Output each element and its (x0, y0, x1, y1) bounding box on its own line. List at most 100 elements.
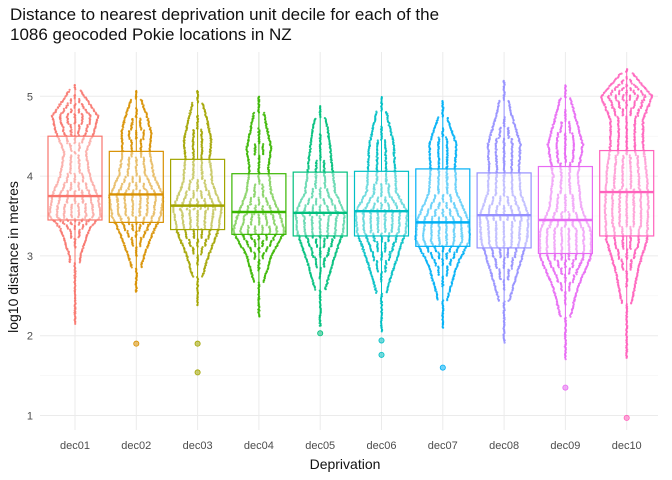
swarm-point (263, 278, 266, 282)
swarm-point (86, 124, 89, 127)
swarm-point (78, 187, 81, 190)
swarm-point (69, 213, 73, 216)
swarm-point (85, 220, 88, 223)
swarm-point (202, 272, 205, 275)
swarm-point (61, 188, 64, 192)
swarm-point (139, 223, 142, 226)
swarm-point (77, 124, 81, 127)
swarm-point (80, 102, 83, 106)
swarm-point (77, 181, 80, 184)
swarm-point (314, 117, 317, 120)
swarm-point (315, 243, 318, 247)
swarm-point (67, 112, 70, 115)
swarm-point (432, 281, 435, 284)
swarm-point (126, 229, 129, 233)
swarm-point (182, 246, 185, 249)
swarm-point (70, 128, 73, 131)
swarm-point (73, 172, 76, 175)
swarm-point (67, 250, 70, 253)
swarm-point (68, 228, 72, 231)
swarm-point (184, 155, 187, 158)
swarm-point (131, 223, 134, 226)
swarm-point (263, 111, 266, 114)
swarm-dec01 (48, 84, 102, 325)
swarm-point (192, 129, 195, 132)
swarm-point (323, 237, 326, 240)
swarm-point (315, 164, 318, 167)
swarm-point (205, 238, 208, 241)
swarm-point (253, 251, 256, 254)
swarm-point (56, 210, 59, 213)
swarm-point (253, 239, 256, 242)
swarm-point (446, 265, 449, 268)
swarm-point (453, 253, 456, 256)
swarm-point (245, 152, 249, 155)
swarm-point (77, 154, 80, 157)
swarm-point (84, 202, 87, 206)
swarm-point (59, 220, 62, 223)
swarm-point (139, 138, 143, 141)
swarm-point (376, 242, 379, 245)
swarm-point (55, 222, 58, 225)
swarm-point (216, 232, 219, 235)
swarm-point (81, 191, 84, 194)
swarm-point (250, 124, 253, 128)
swarm-point (81, 178, 84, 182)
swarm-point (52, 191, 55, 194)
swarm-point (131, 117, 134, 121)
swarm-point (78, 228, 81, 231)
swarm-point (89, 176, 92, 179)
swarm-point (86, 233, 89, 236)
swarm-point (430, 276, 433, 279)
swarm-point (183, 149, 186, 152)
swarm-point (307, 164, 310, 167)
swarm-point (359, 242, 362, 245)
swarm-point (62, 107, 65, 110)
swarm-point (437, 251, 440, 254)
swarm-point (77, 202, 80, 205)
swarm-point (68, 260, 71, 263)
swarm-point (314, 288, 317, 291)
swarm-point (90, 201, 93, 204)
swarm-point (308, 266, 311, 269)
swarm-point (59, 173, 62, 176)
swarm-point (77, 156, 80, 159)
swarm-point (375, 110, 378, 113)
swarm-point (433, 285, 436, 288)
swarm-point (437, 269, 440, 272)
swarm-point (388, 250, 391, 254)
swarm-point (130, 139, 133, 142)
swarm-point (87, 102, 91, 106)
swarm-point (99, 212, 102, 215)
swarm-point (54, 126, 57, 129)
swarm-point (69, 108, 73, 111)
chart-title-line-2: 1086 geocoded Pokie locations in NZ (10, 25, 292, 44)
swarm-point (80, 189, 84, 192)
swarm-point (262, 252, 265, 255)
swarm-point (184, 235, 188, 238)
swarm-point (70, 210, 73, 213)
swarm-point (191, 246, 194, 249)
swarm-point (129, 261, 132, 264)
swarm-point (77, 208, 81, 212)
swarm-point (62, 237, 66, 240)
swarm-point (49, 205, 52, 208)
swarm-point (376, 139, 379, 142)
swarm-point (191, 101, 194, 104)
swarm-point (56, 224, 59, 227)
swarm-point (71, 203, 74, 206)
swarm-point (84, 238, 87, 242)
swarm-point (69, 234, 73, 237)
swarm-point (78, 108, 81, 111)
swarm-point (59, 175, 62, 178)
swarm-point (69, 101, 72, 105)
swarm-point (143, 129, 146, 132)
swarm-point (384, 156, 387, 159)
swarm-point (84, 182, 87, 185)
swarm-point (120, 137, 124, 140)
swarm-point (57, 178, 60, 181)
swarm-point (201, 102, 204, 105)
swarm-point (235, 235, 238, 238)
swarm-point (59, 103, 62, 106)
